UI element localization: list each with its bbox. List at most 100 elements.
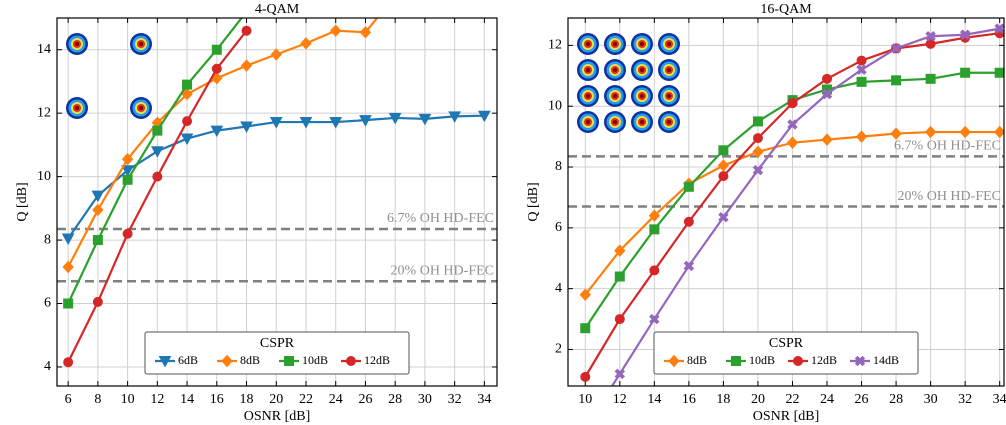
legend-title: CSPR: [769, 336, 804, 351]
marker: [787, 137, 797, 148]
constellation-point: [586, 94, 590, 98]
marker: [719, 146, 728, 155]
constellation-point: [75, 42, 79, 46]
marker: [788, 99, 797, 108]
chart-title: 16-QAM: [760, 2, 812, 17]
marker: [857, 131, 867, 142]
x-tick-label: 8: [94, 392, 101, 407]
x-tick-label: 30: [924, 392, 938, 407]
threshold-label: 6.7% OH HD-FEC: [387, 211, 494, 226]
x-tick-label: 16: [210, 392, 224, 407]
legend-marker: [732, 357, 741, 366]
constellation-point: [586, 68, 590, 72]
constellation-point: [75, 106, 79, 110]
x-tick-label: 14: [180, 392, 194, 407]
x-tick-label: 32: [958, 392, 972, 407]
marker: [650, 266, 659, 275]
legend-label: 6dB: [178, 353, 198, 367]
x-tick-label: 16: [682, 392, 696, 407]
marker: [93, 297, 102, 306]
marker: [857, 56, 866, 65]
marker: [753, 117, 762, 126]
marker: [684, 217, 693, 226]
y-axis-label: Q [dB]: [15, 182, 30, 221]
legend-title: CSPR: [260, 336, 295, 351]
legend-label: 14dB: [873, 353, 899, 367]
marker: [123, 229, 132, 238]
y-axis-label: Q [dB]: [526, 182, 541, 221]
marker: [719, 172, 728, 181]
marker: [123, 175, 132, 184]
x-tick-label: 32: [448, 392, 462, 407]
marker: [390, 0, 400, 1]
legend-marker: [347, 357, 356, 366]
x-tick-label: 10: [578, 392, 592, 407]
marker: [63, 262, 73, 273]
marker: [63, 234, 74, 244]
marker: [271, 49, 281, 60]
marker: [242, 60, 252, 71]
y-tick-label: 4: [555, 281, 562, 296]
y-tick-label: 14: [37, 42, 51, 57]
marker: [891, 128, 901, 139]
marker: [153, 126, 162, 135]
constellation-point: [139, 106, 143, 110]
x-tick-label: 30: [418, 392, 432, 407]
y-tick-label: 8: [44, 232, 51, 247]
x-tick-label: 18: [240, 392, 254, 407]
chart-title: 4-QAM: [255, 2, 300, 17]
constellation-point: [667, 120, 671, 124]
x-tick-label: 34: [993, 392, 1006, 407]
constellation-point: [640, 42, 644, 46]
legend-marker: [794, 357, 803, 366]
marker: [684, 182, 693, 191]
constellation-point: [586, 42, 590, 46]
y-tick-label: 10: [37, 169, 51, 184]
constellation-point: [640, 120, 644, 124]
x-tick-label: 12: [150, 392, 164, 407]
marker: [93, 236, 102, 245]
marker: [153, 172, 162, 181]
y-tick-label: 12: [548, 38, 562, 53]
axes-frame: [57, 18, 497, 386]
constellation-point: [667, 68, 671, 72]
constellation-point: [613, 68, 617, 72]
constellation-point: [640, 68, 644, 72]
constellation-point: [613, 42, 617, 46]
y-tick-label: 4: [44, 359, 51, 374]
legend-label: 8dB: [240, 353, 260, 367]
marker: [718, 160, 728, 171]
y-tick-label: 6: [555, 220, 562, 235]
legend-label: 8dB: [687, 353, 707, 367]
legend-marker: [285, 357, 294, 366]
marker: [823, 74, 832, 83]
x-tick-label: 22: [299, 392, 313, 407]
threshold-label: 6.7% OH HD-FEC: [894, 139, 1001, 154]
marker: [212, 45, 221, 54]
marker: [857, 77, 866, 86]
x-axis-label: OSNR [dB]: [753, 409, 820, 424]
marker: [242, 26, 251, 35]
marker: [301, 38, 311, 49]
marker: [615, 315, 624, 324]
x-tick-label: 28: [889, 392, 903, 407]
marker: [995, 68, 1004, 77]
marker: [242, 7, 251, 16]
x-tick-label: 34: [477, 392, 491, 407]
x-tick-label: 20: [751, 392, 765, 407]
marker: [926, 74, 935, 83]
figure: 68101214161820222426283032344681012146.7…: [0, 0, 1006, 425]
constellation-point: [586, 120, 590, 124]
marker: [183, 117, 192, 126]
marker: [581, 372, 590, 381]
x-tick-label: 6: [65, 392, 72, 407]
x-tick-label: 18: [716, 392, 730, 407]
marker: [615, 272, 624, 281]
legend-label: 12dB: [811, 353, 837, 367]
marker: [212, 64, 221, 73]
marker: [822, 134, 832, 145]
marker: [64, 358, 73, 367]
y-tick-label: 12: [37, 105, 51, 120]
constellation-point: [667, 94, 671, 98]
constellation-point: [613, 94, 617, 98]
